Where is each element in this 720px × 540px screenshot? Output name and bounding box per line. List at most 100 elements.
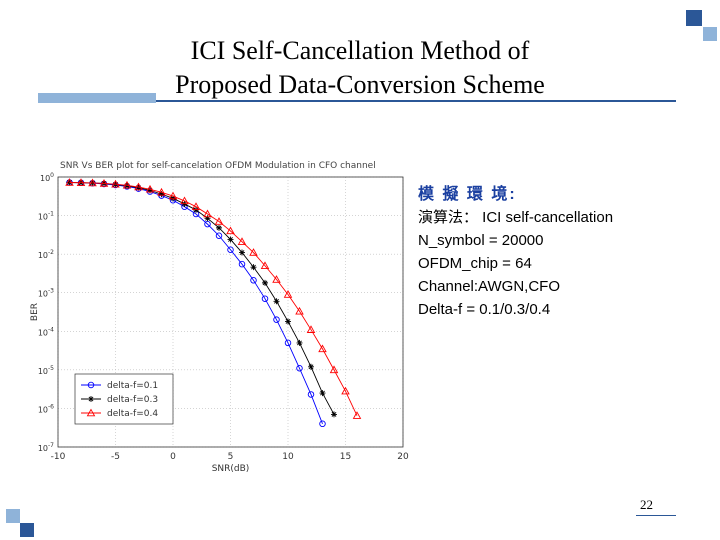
legend-marker [88, 396, 94, 402]
legend-marker [86, 408, 96, 417]
chart-title: SNR Vs BER plot for self-cancelation OFD… [60, 161, 376, 171]
info-line-algorithm: 演算法： ICI self-cancellation [418, 209, 614, 226]
title-accent-bar [38, 93, 156, 103]
series-2-point [203, 209, 212, 218]
series-0-point [296, 365, 303, 372]
series-2-point [237, 237, 247, 245]
series-1-point [147, 187, 153, 194]
x-tick-label: -5 [111, 452, 120, 462]
series-1-point [285, 318, 291, 325]
series-1-point [273, 298, 280, 305]
ber-chart: SNR Vs BER plot for self-cancelation OFD… [30, 161, 409, 474]
series-1-point [158, 191, 165, 198]
title-underline [156, 100, 676, 102]
series-0-point [261, 295, 269, 302]
series-2-point [283, 290, 293, 298]
x-tick-label: 20 [397, 452, 409, 462]
simulation-info: 模 擬 環 境: 演算法： ICI self-cancellation N_sy… [418, 183, 613, 321]
series-2-point [295, 306, 304, 315]
series-1-point [204, 215, 211, 222]
series-2-point [145, 184, 155, 193]
series-0-point [319, 420, 326, 428]
slide-title-line-2: Proposed Data-Conversion Scheme [175, 70, 545, 99]
series-2-point [318, 344, 327, 353]
x-axis-label: SNR(dB) [212, 464, 250, 474]
series-1-point [239, 249, 245, 256]
series-2-point [352, 411, 362, 419]
corner-square-top-right-2 [703, 27, 717, 41]
slide-title: ICI Self-Cancellation Method of Proposed… [90, 34, 630, 102]
legend-label: delta-f=0.1 [107, 381, 158, 391]
series-2-point [111, 179, 120, 188]
x-tick-label: 5 [228, 452, 234, 462]
y-tick-label: 10-1 [38, 211, 54, 222]
series-2-point [180, 196, 189, 205]
x-tick-label: 0 [170, 452, 176, 462]
page-number-underline [636, 515, 676, 516]
series-1-point [216, 224, 222, 231]
series-1-point [135, 184, 142, 191]
series-0-point [284, 339, 292, 347]
y-axis-label: BER [30, 303, 40, 321]
info-line-channel: Channel:AWGN,CFO [418, 278, 560, 295]
legend-marker [87, 381, 95, 389]
series-2-point [341, 386, 350, 395]
legend-label: delta-f=0.3 [107, 395, 158, 405]
x-tick-label: 15 [340, 452, 351, 462]
series-1-point [262, 279, 268, 286]
series-1-point [319, 390, 326, 397]
y-tick-label: 10-6 [38, 403, 54, 414]
series-0-point [238, 260, 246, 268]
series-2-point [260, 261, 270, 270]
plot-frame [57, 176, 404, 448]
x-tick-label: -10 [51, 452, 66, 462]
series-2-point [191, 202, 201, 210]
series-2-point [157, 187, 166, 196]
info-heading: 模 擬 環 境: [418, 186, 517, 203]
series-1-point [170, 195, 176, 202]
slide-title-line-1: ICI Self-Cancellation Method of [190, 36, 530, 65]
series-2-point [65, 178, 74, 186]
series-2-point [134, 182, 143, 191]
info-line-symbols: N_symbol = 20000 [418, 232, 544, 249]
series-2-point [76, 178, 86, 186]
series-2-point [88, 178, 97, 187]
series-1-point [250, 264, 257, 271]
series-2-point [306, 325, 316, 333]
series-1-point [227, 236, 234, 243]
series-line-0 [69, 182, 323, 424]
series-2-point [122, 180, 132, 189]
series-1-point [124, 182, 130, 189]
series-0-point [250, 277, 257, 284]
series-2-point [214, 217, 224, 225]
corner-square-bottom-left-2 [20, 523, 34, 537]
y-tick-label: 10-5 [38, 365, 54, 376]
y-tick-label: 10-4 [38, 326, 54, 337]
series-0-point [273, 316, 280, 323]
series-1-point [193, 206, 199, 213]
series-2-point [99, 179, 109, 187]
series-2-point [329, 365, 339, 374]
page-number: 22 [640, 497, 653, 512]
series-0-point [307, 391, 315, 398]
y-tick-label: 10-2 [38, 249, 54, 260]
series-1-point [308, 363, 314, 370]
y-tick-label: 10-3 [38, 288, 54, 299]
info-line-chip: OFDM_chip = 64 [418, 255, 532, 272]
series-2-point [249, 248, 258, 256]
x-tick-label: 10 [282, 452, 294, 462]
corner-square-bottom-left-1 [6, 509, 20, 523]
series-0-point [215, 232, 223, 239]
series-2-point [168, 191, 178, 200]
y-tick-label: 10-7 [38, 442, 54, 453]
legend-label: delta-f=0.4 [107, 409, 158, 419]
series-1-point [331, 411, 337, 418]
y-tick-label: 100 [40, 172, 54, 183]
series-0-point [204, 220, 211, 228]
series-0-point [227, 246, 234, 253]
series-2-point [272, 275, 281, 283]
corner-square-top-right-1 [686, 10, 702, 26]
info-line-delta: Delta-f = 0.1/0.3/0.4 [418, 301, 551, 318]
series-2-point [226, 226, 235, 235]
series-1-point [296, 339, 303, 346]
